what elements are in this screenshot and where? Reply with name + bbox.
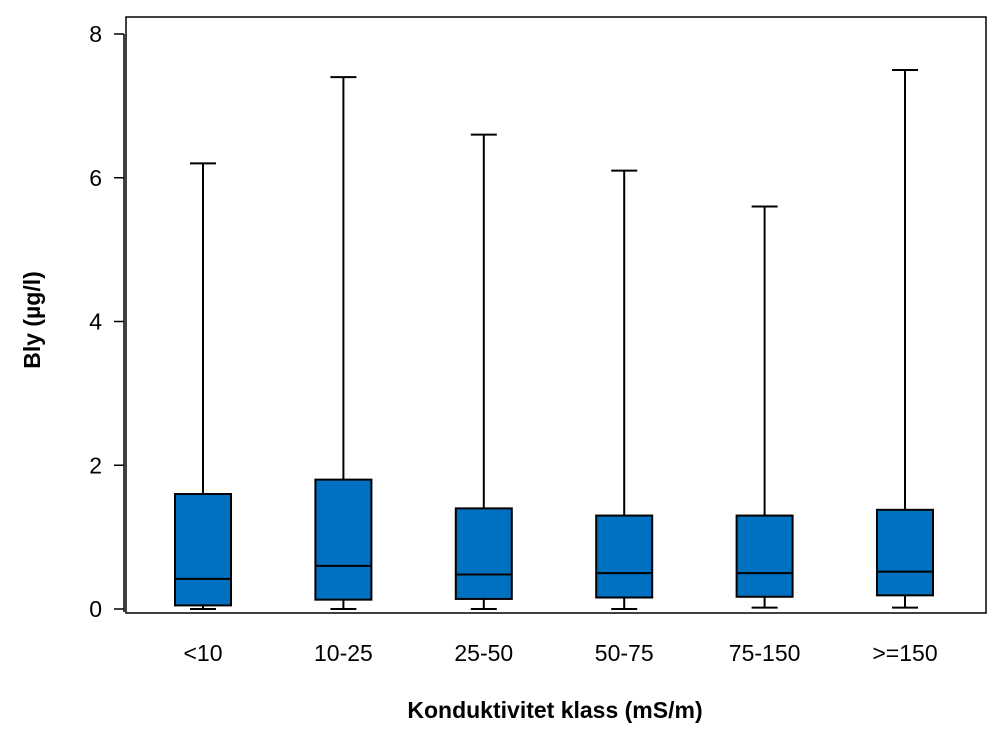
y-tick-label: 2 [89,452,102,478]
box-iqr [454,507,513,600]
box-iqr [314,478,373,601]
y-tick-label: 4 [89,309,102,335]
x-tick-label: >=150 [872,640,937,666]
y-axis-ticks: 0 2 4 6 8 [89,21,124,622]
box-iqr [735,514,794,598]
box-group [876,68,934,609]
box-group [314,76,373,610]
x-axis-tick-labels: <10 10-25 25-50 50-75 75-150 >=150 [183,640,937,666]
y-tick-label: 8 [89,21,102,47]
box-group [454,133,513,610]
box-iqr [174,493,232,607]
x-axis-title: Konduktivitet klass (mS/m) [407,697,702,723]
x-tick-label: 25-50 [454,640,513,666]
plot-frame [125,16,987,614]
x-tick-label: 75-150 [729,640,801,666]
box-iqr [595,514,654,599]
y-axis-title: Bly (µg/l) [19,271,45,369]
box-group [595,169,654,610]
x-tick-label: 10-25 [314,640,373,666]
y-tick-label: 0 [89,596,102,622]
x-tick-label: 50-75 [595,640,654,666]
box-group [174,162,232,610]
box-iqr [876,508,934,597]
box-series [174,68,934,610]
x-tick-label: <10 [183,640,222,666]
box-group [735,205,794,609]
y-tick-label: 6 [89,165,102,191]
